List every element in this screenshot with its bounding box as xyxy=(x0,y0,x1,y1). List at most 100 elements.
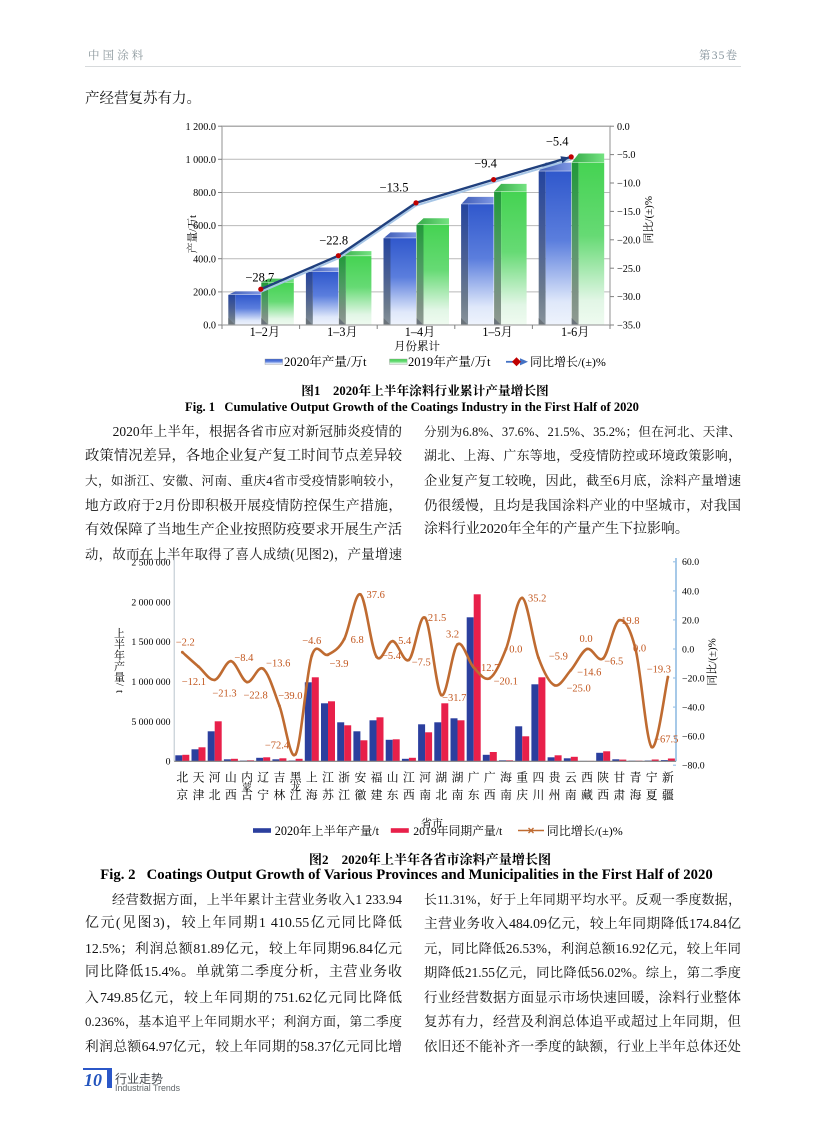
svg-text:−5.4: −5.4 xyxy=(382,651,402,662)
svg-text:川: 川 xyxy=(532,788,544,802)
svg-text:山: 山 xyxy=(387,771,399,785)
svg-text:−8.4: −8.4 xyxy=(234,653,254,664)
svg-text:量: 量 xyxy=(114,671,125,684)
svg-text:京: 京 xyxy=(176,788,188,802)
svg-text:−20.0: −20.0 xyxy=(617,235,641,246)
svg-text:宁: 宁 xyxy=(646,771,658,785)
svg-text:−30.0: −30.0 xyxy=(617,292,641,303)
svg-text:青: 青 xyxy=(630,771,642,785)
svg-text:年: 年 xyxy=(114,648,125,662)
svg-text:上: 上 xyxy=(306,771,318,785)
svg-text:−2.2: −2.2 xyxy=(176,638,195,649)
svg-text:建: 建 xyxy=(371,788,383,802)
svg-text:−3.9: −3.9 xyxy=(329,659,348,670)
svg-text:−22.8: −22.8 xyxy=(319,233,348,247)
svg-text:−12.7: −12.7 xyxy=(475,663,499,674)
svg-text:天: 天 xyxy=(193,771,205,785)
svg-text:−31.7: −31.7 xyxy=(442,693,466,704)
svg-text:−22.8: −22.8 xyxy=(243,690,267,701)
svg-text:1-6月: 1-6月 xyxy=(561,325,589,339)
svg-text:苏: 苏 xyxy=(322,788,335,802)
svg-text:−28.7: −28.7 xyxy=(245,271,274,285)
svg-text:−4.6: −4.6 xyxy=(302,636,321,647)
svg-text:庆: 庆 xyxy=(516,788,528,802)
svg-text:江: 江 xyxy=(322,771,334,785)
svg-text:四: 四 xyxy=(532,771,544,785)
svg-text:州: 州 xyxy=(549,788,561,802)
svg-text:广: 广 xyxy=(468,771,480,785)
svg-text:5 000 000: 5 000 000 xyxy=(131,717,170,728)
svg-text:−12.1: −12.1 xyxy=(182,677,206,688)
svg-text:福: 福 xyxy=(371,771,383,785)
svg-text:3.2: 3.2 xyxy=(446,630,459,641)
svg-text:2020年产量/万t: 2020年产量/万t xyxy=(284,354,367,369)
svg-text:北: 北 xyxy=(209,788,221,802)
svg-text:东: 东 xyxy=(468,788,480,802)
svg-text:0.0: 0.0 xyxy=(633,644,646,655)
svg-text:山: 山 xyxy=(225,771,237,785)
svg-text:−5.9: −5.9 xyxy=(549,651,568,662)
svg-text:北: 北 xyxy=(176,771,188,785)
svg-text:重: 重 xyxy=(516,771,528,785)
svg-text:河: 河 xyxy=(209,771,221,785)
svg-text:南: 南 xyxy=(419,788,431,802)
svg-text:浙: 浙 xyxy=(338,771,350,785)
svg-text:2019年同期产量/t: 2019年同期产量/t xyxy=(413,824,503,838)
svg-text:1 200.0: 1 200.0 xyxy=(185,122,216,133)
svg-text:−6.5: −6.5 xyxy=(604,656,623,667)
svg-text:黑: 黑 xyxy=(290,771,302,785)
svg-text:陕: 陕 xyxy=(597,771,609,785)
svg-text:−35.0: −35.0 xyxy=(617,321,641,332)
svg-text:辽: 辽 xyxy=(257,771,269,785)
svg-text:津: 津 xyxy=(193,788,205,802)
svg-text:−39.0: −39.0 xyxy=(278,691,302,702)
svg-text:35.2: 35.2 xyxy=(528,594,546,605)
svg-text:5.4: 5.4 xyxy=(398,636,412,647)
svg-text:0.0: 0.0 xyxy=(579,634,592,645)
svg-text:林: 林 xyxy=(273,788,285,802)
svg-text:甘: 甘 xyxy=(613,771,625,785)
svg-text:1–5月: 1–5月 xyxy=(482,325,512,339)
svg-text:−25.0: −25.0 xyxy=(566,684,590,695)
svg-text:同比/(±)%: 同比/(±)% xyxy=(705,638,719,686)
svg-text:−20.0: −20.0 xyxy=(682,674,705,685)
svg-text:0.0: 0.0 xyxy=(682,644,694,655)
svg-text:宁: 宁 xyxy=(257,788,269,802)
svg-text:江: 江 xyxy=(290,788,302,802)
svg-text:20.0: 20.0 xyxy=(682,615,699,626)
svg-text:−5.4: −5.4 xyxy=(546,134,569,148)
svg-text:60.0: 60.0 xyxy=(682,557,699,568)
svg-text:疆: 疆 xyxy=(662,788,674,802)
svg-text:0: 0 xyxy=(166,757,171,768)
svg-text:海: 海 xyxy=(630,788,642,802)
svg-text:0.0: 0.0 xyxy=(509,645,522,656)
svg-text:同比/(±)%: 同比/(±)% xyxy=(641,196,655,244)
svg-text:西: 西 xyxy=(403,788,415,802)
svg-text:徽: 徽 xyxy=(354,788,366,802)
svg-text:西: 西 xyxy=(597,788,609,802)
svg-text:南: 南 xyxy=(452,788,464,802)
svg-text:1–4月: 1–4月 xyxy=(405,325,435,339)
svg-text:2 000 000: 2 000 000 xyxy=(131,597,170,608)
svg-text:1 500 000: 1 500 000 xyxy=(131,637,170,648)
svg-text:云: 云 xyxy=(565,771,577,785)
svg-text:600.0: 600.0 xyxy=(193,221,216,232)
svg-text:产量/万t: 产量/万t xyxy=(185,215,199,253)
svg-text:−14.6: −14.6 xyxy=(577,667,601,678)
svg-text:同比增长/(±)%: 同比增长/(±)% xyxy=(530,355,606,369)
svg-text:−13.6: −13.6 xyxy=(266,659,290,670)
svg-text:西: 西 xyxy=(225,788,237,802)
svg-text:2019年产量/万t: 2019年产量/万t xyxy=(408,354,491,369)
svg-text:西: 西 xyxy=(484,788,496,802)
svg-text:广: 广 xyxy=(484,771,496,785)
svg-text:1 000 000: 1 000 000 xyxy=(131,677,170,688)
svg-text:贵: 贵 xyxy=(549,771,562,785)
svg-text:−72.4: −72.4 xyxy=(265,741,290,752)
svg-text:t: t xyxy=(114,690,126,693)
svg-text:200.0: 200.0 xyxy=(193,288,216,299)
svg-text:−67.5: −67.5 xyxy=(654,734,678,745)
svg-text:古: 古 xyxy=(241,788,253,802)
svg-text:夏: 夏 xyxy=(646,788,658,802)
svg-text:−13.5: −13.5 xyxy=(380,180,409,194)
svg-text:吉: 吉 xyxy=(273,771,285,785)
